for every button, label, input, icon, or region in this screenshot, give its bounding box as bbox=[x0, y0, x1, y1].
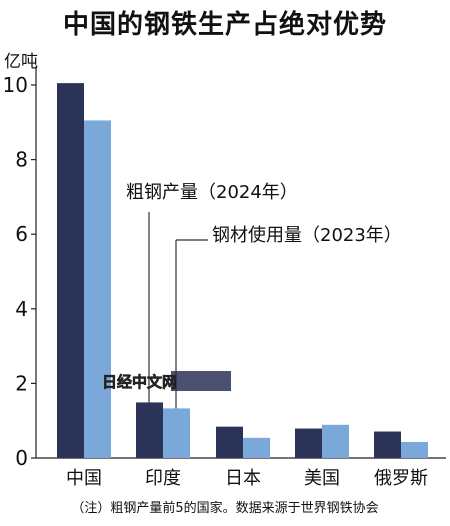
bar-crude-steel bbox=[216, 426, 243, 458]
bar-steel-use bbox=[401, 441, 428, 458]
watermark: 日经中文网 bbox=[102, 373, 177, 391]
x-tick-label: 印度 bbox=[145, 468, 181, 489]
y-tick-label: 0 bbox=[15, 446, 28, 470]
y-axis-label: 亿吨 bbox=[4, 52, 38, 72]
bar-steel-use bbox=[163, 408, 190, 458]
bar-steel-use bbox=[84, 120, 111, 458]
footnote: （注）粗钢产量前5的国家。数据来源于世界钢铁协会 bbox=[71, 500, 378, 516]
y-tick-label: 10 bbox=[3, 73, 28, 97]
y-tick-label: 4 bbox=[15, 297, 28, 321]
watermark-badge bbox=[171, 371, 231, 391]
y-tick-label: 6 bbox=[15, 222, 28, 246]
x-tick-label: 美国 bbox=[304, 468, 340, 489]
bar-crude-steel bbox=[136, 402, 163, 458]
y-tick-label: 8 bbox=[15, 148, 28, 172]
x-tick-label: 中国 bbox=[66, 468, 102, 489]
bar-crude-steel bbox=[295, 428, 322, 458]
legend-label-steel-use: 钢材使用量（2023年） bbox=[212, 225, 402, 246]
chart-title: 中国的钢铁生产占绝对优势 bbox=[62, 9, 387, 40]
legend-label-crude-steel: 粗钢产量（2024年） bbox=[126, 182, 298, 203]
x-tick-label: 俄罗斯 bbox=[374, 468, 428, 489]
y-tick-label: 2 bbox=[15, 371, 28, 395]
bar-steel-use bbox=[322, 424, 349, 458]
bar-crude-steel bbox=[57, 83, 84, 458]
x-tick-label: 日本 bbox=[225, 468, 261, 489]
bar-crude-steel bbox=[374, 431, 401, 458]
bar-steel-use bbox=[243, 437, 270, 458]
